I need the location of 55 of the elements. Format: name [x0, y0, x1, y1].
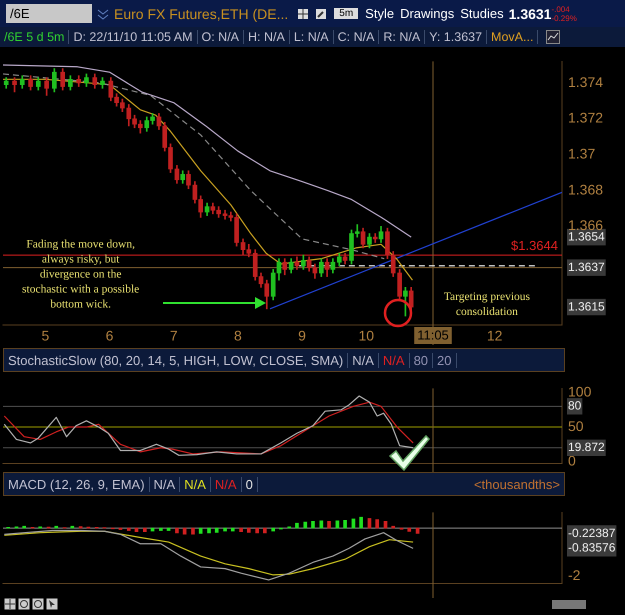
x-tick-label: 5 — [41, 327, 50, 344]
text: N/A — [348, 352, 379, 368]
text: D: 22/11/10 11:05 AM — [69, 30, 198, 44]
text: <thousandths> — [472, 476, 561, 492]
chart-title: StochasticSlow (80, 20, 14, 5, HIGH, LOW, CLOSE, SMA) — [4, 352, 348, 368]
text: Studies — [459, 6, 505, 21]
text: N/A — [150, 476, 180, 492]
annotation: Fading the move down, always risky, but divergence on the stochastic with a possible bottom wick. — [22, 238, 140, 310]
y-tick-label: 1.368 — [568, 181, 604, 198]
y-tick-label: 0 — [568, 452, 576, 468]
y-tick-label: -2 — [568, 567, 581, 584]
text: 80 — [410, 352, 434, 368]
annotation: Targeting previous consolidation — [444, 290, 531, 318]
text: H: N/A — [244, 30, 290, 44]
text: Y: 1.3637 — [425, 30, 488, 44]
y-tick-label: 1.3654 — [568, 229, 606, 244]
text: C: N/A — [334, 30, 380, 44]
text: Style — [364, 6, 396, 21]
ref-line-label: 11:05 — [417, 328, 449, 343]
text: L: N/A — [290, 30, 334, 44]
text: R: N/A — [379, 30, 426, 44]
y-tick-label: 1.374 — [568, 74, 604, 90]
text: N/A — [180, 476, 211, 492]
text: N/A — [210, 476, 242, 492]
y-tick-label: -0.83576 — [568, 540, 616, 555]
x-tick-label: 9 — [298, 327, 306, 344]
x-tick-label: 8 — [234, 327, 242, 344]
y-tick-label: 1.3615 — [568, 299, 606, 314]
chart-title: MACD (12, 26, 9, EMA) — [4, 476, 150, 492]
y-tick-label: 100 — [568, 383, 592, 400]
y-tick-label: -0.22387 — [568, 526, 616, 540]
text: 5m — [334, 8, 358, 19]
x-tick-label: 10 — [358, 327, 374, 344]
y-tick-label: 80 — [568, 398, 582, 413]
text: /6E 5 d 5m — [0, 30, 70, 44]
text: -.004 — [551, 4, 571, 14]
text: 20 — [433, 352, 457, 368]
x-tick-label: 12 — [486, 327, 503, 344]
text: Drawings — [399, 6, 456, 21]
y-tick-label: 19.872 — [568, 440, 606, 454]
ref-line-label: $1.3644 — [511, 238, 558, 254]
text: -0.29% — [551, 14, 577, 22]
x-tick-label: 6 — [106, 327, 114, 344]
y-tick-label: 1.3637 — [568, 260, 606, 274]
y-tick-label: 50 — [568, 418, 584, 434]
text: /6E — [6, 4, 92, 23]
text: O: N/A — [198, 30, 244, 44]
text: N/A — [378, 352, 410, 368]
text: 1.3631 — [508, 6, 552, 22]
y-tick-label: 1.37 — [568, 146, 596, 162]
y-tick-label: 1.372 — [568, 110, 604, 126]
text: 0 — [242, 476, 258, 492]
x-tick-label: 7 — [170, 327, 178, 344]
chart-title: Euro FX Futures,ETH (DE... — [114, 6, 288, 22]
text: MovA... — [487, 30, 538, 44]
